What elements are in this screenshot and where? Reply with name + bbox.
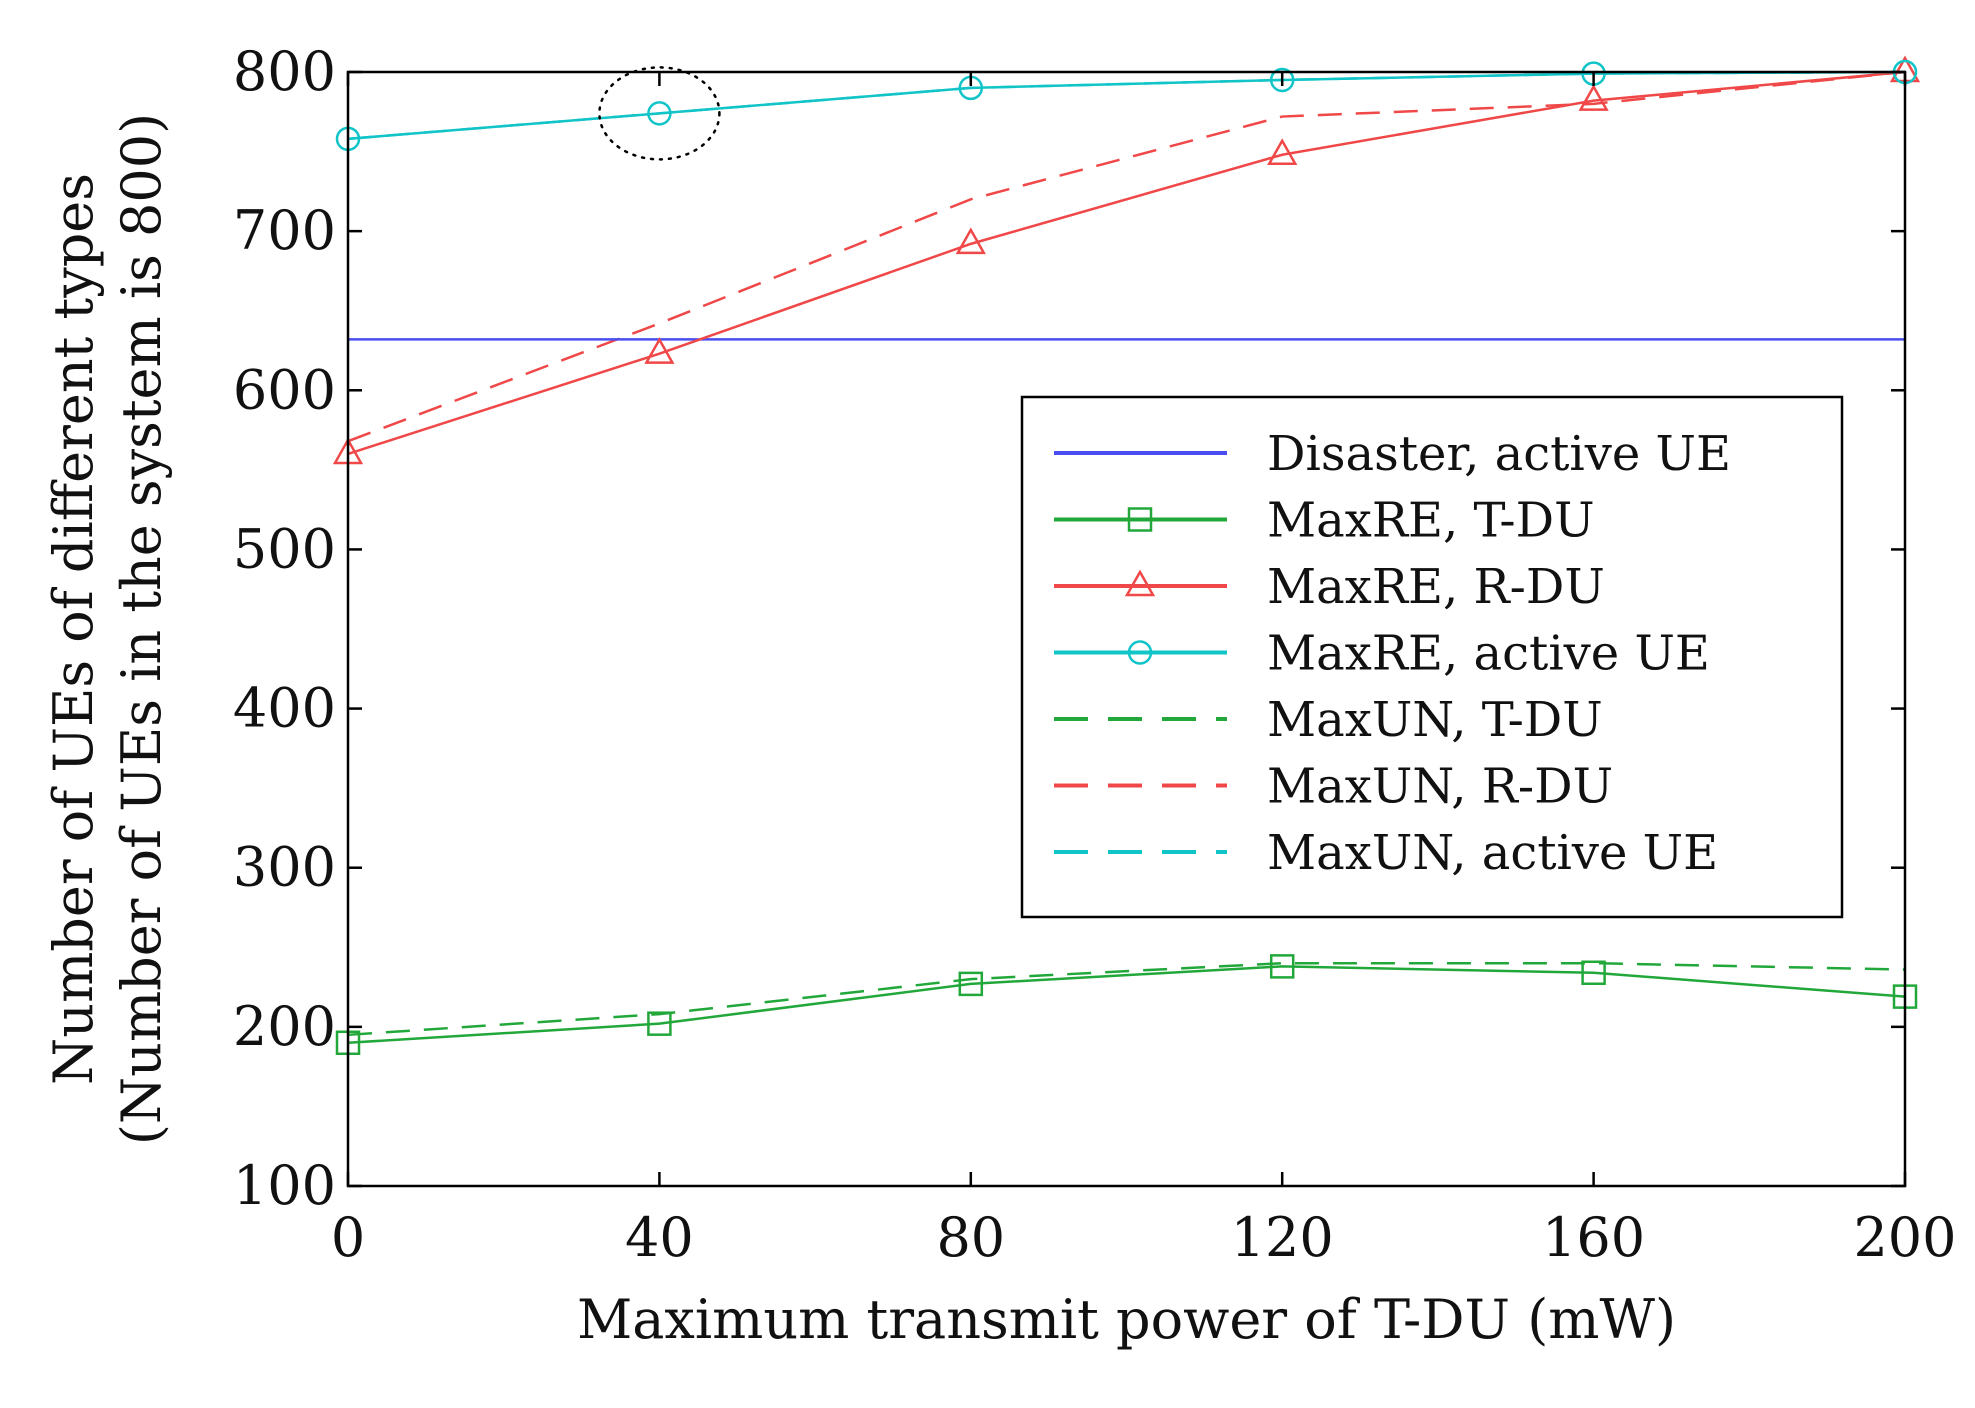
legend-label: MaxUN, R-DU xyxy=(1267,759,1613,815)
square-marker xyxy=(1127,507,1153,532)
y-axis-sublabel: (Number of UEs in the system is 800) xyxy=(110,113,173,1145)
series-maxun-active-ue xyxy=(347,70,1906,141)
legend-label: MaxRE, active UE xyxy=(1267,626,1710,682)
x-tick-label: 0 xyxy=(331,1206,365,1269)
series-line xyxy=(347,70,1906,141)
circle-marker xyxy=(647,101,672,126)
dotted-circle-annotation xyxy=(598,66,721,161)
legend-label: Disaster, active UE xyxy=(1267,426,1731,482)
series-maxun-t-du xyxy=(347,961,1906,1037)
series-maxre-active-ue xyxy=(335,59,1918,152)
x-axis-label: Maximum transmit power of T-DU (mW) xyxy=(577,1288,1676,1351)
triangle-marker xyxy=(644,337,675,364)
legend-box xyxy=(1020,395,1844,919)
legend-item: Disaster, active UE xyxy=(1054,426,1731,482)
tick-layer: 0 40 80 120 160 200 100 200 300 400 500 600 700 800 xyxy=(233,40,1957,1269)
x-tick-label: 80 xyxy=(936,1206,1005,1269)
y-tick-label: 800 xyxy=(233,40,336,103)
circle-marker xyxy=(1269,67,1295,93)
legend-label: MaxUN, active UE xyxy=(1267,825,1718,881)
legend-item: MaxUN, R-DU xyxy=(1054,759,1613,815)
triangle-marker xyxy=(1124,569,1156,597)
legend: Disaster, active UE MaxRE, T-DU MaxRE, R-D… xyxy=(1020,395,1844,919)
y-tick-label: 200 xyxy=(233,995,336,1058)
series-line xyxy=(347,70,1906,443)
x-tick-label: 200 xyxy=(1853,1206,1956,1269)
x-tick-label: 40 xyxy=(625,1206,694,1269)
legend-label: MaxRE, R-DU xyxy=(1267,559,1605,615)
square-marker xyxy=(1269,954,1295,979)
y-tick-label: 300 xyxy=(233,836,336,899)
series-layer xyxy=(332,55,1921,1056)
plot-frame xyxy=(346,70,1907,1188)
x-tick-label: 120 xyxy=(1231,1206,1334,1269)
legend-item: MaxUN, T-DU xyxy=(1054,692,1603,748)
series-line xyxy=(347,70,1906,456)
annotation-layer xyxy=(598,66,721,161)
legend-item: MaxRE, R-DU xyxy=(1054,559,1605,615)
legend-item: MaxUN, active UE xyxy=(1054,825,1718,881)
series-line xyxy=(347,965,1906,1045)
y-tick-label: 700 xyxy=(233,199,336,262)
circle-marker xyxy=(1127,640,1153,665)
legend-label: MaxRE, T-DU xyxy=(1267,493,1595,549)
series-maxun-r-du xyxy=(347,70,1906,443)
square-marker xyxy=(958,971,984,997)
legend-items: Disaster, active UE MaxRE, T-DU MaxRE, R-D… xyxy=(1054,426,1731,881)
y-tick-label: 100 xyxy=(233,1154,336,1217)
series-line xyxy=(347,70,1906,141)
x-tick-label: 160 xyxy=(1542,1206,1645,1269)
square-marker xyxy=(1581,960,1606,985)
square-marker xyxy=(647,1011,672,1036)
y-tick-label: 500 xyxy=(233,517,336,580)
y-tick-label: 600 xyxy=(233,358,336,421)
triangle-marker xyxy=(1267,138,1298,166)
series-line xyxy=(347,961,1906,1037)
triangle-marker xyxy=(1578,84,1609,111)
legend-item: MaxRE, active UE xyxy=(1054,626,1710,682)
legend-label: MaxUN, T-DU xyxy=(1267,692,1603,748)
y-tick-label: 400 xyxy=(233,677,336,740)
y-axis-label: Number of UEs of different types xyxy=(42,173,105,1085)
triangle-marker xyxy=(955,227,986,255)
legend-item: MaxRE, T-DU xyxy=(1054,493,1595,549)
